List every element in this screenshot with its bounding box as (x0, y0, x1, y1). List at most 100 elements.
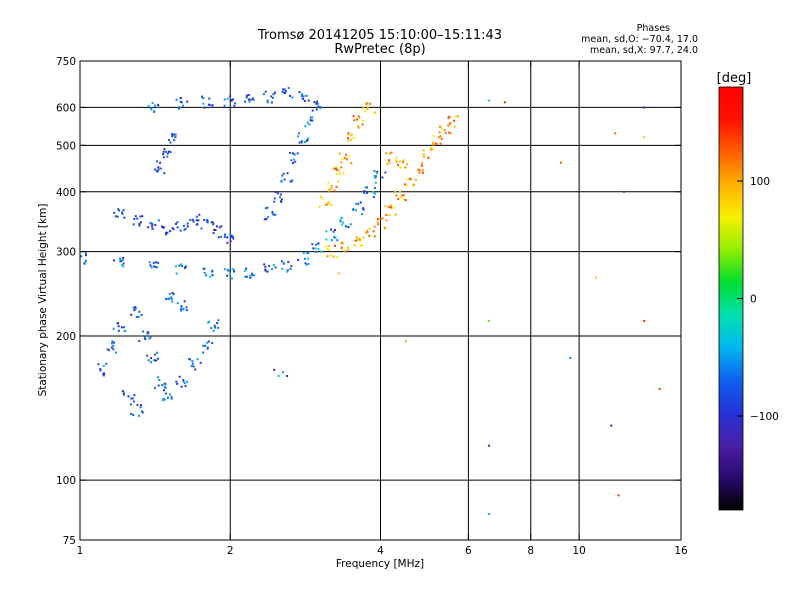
echo-point (388, 161, 391, 164)
echo-point (180, 309, 183, 312)
echo-point (326, 247, 329, 250)
echo-point (372, 196, 375, 199)
echo-point (311, 116, 314, 119)
echo-point (185, 309, 188, 312)
echo-point (398, 160, 401, 163)
echo-point (390, 151, 393, 154)
y-tick-label: 200 (56, 331, 76, 343)
echo-point (359, 244, 362, 247)
echo-point (178, 106, 181, 109)
echo-point (114, 215, 117, 218)
echo-point (163, 172, 166, 175)
echo-point (195, 219, 198, 222)
echo-point (289, 94, 291, 97)
echo-point (123, 326, 125, 329)
x-tick-label: 10 (572, 545, 585, 557)
echo-point (212, 329, 215, 332)
echo-point (389, 206, 392, 209)
echo-point (134, 215, 137, 218)
echo-point (385, 214, 388, 217)
echo-point (291, 179, 294, 182)
echo-point (297, 135, 300, 138)
echo-point (233, 269, 235, 272)
echo-point (162, 226, 165, 229)
echo-point (342, 221, 345, 224)
echo-point (227, 269, 230, 272)
echo-point (439, 142, 442, 145)
echo-point (402, 159, 405, 162)
echo-point (138, 414, 140, 417)
y-tick-label: 75 (63, 535, 76, 547)
echo-point (233, 104, 236, 107)
echo-point (202, 267, 205, 270)
echo-point (213, 228, 216, 231)
echo-point (306, 121, 309, 124)
echo-point (440, 127, 443, 130)
echo-point (176, 221, 179, 224)
echo-point (151, 227, 154, 230)
echo-point (123, 393, 125, 396)
echo-point (273, 368, 276, 371)
echo-point (327, 189, 330, 192)
echo-point (139, 406, 142, 409)
echo-point (251, 274, 254, 277)
echo-point (402, 161, 404, 164)
echo-point (364, 110, 367, 113)
echo-point (340, 216, 343, 219)
echo-point (296, 152, 299, 155)
echo-point (311, 119, 314, 122)
echo-point (184, 266, 187, 269)
echo-point (208, 320, 210, 323)
echo-point (117, 325, 120, 328)
echo-point (325, 245, 328, 248)
echo-point (374, 175, 377, 178)
echo-point (115, 351, 117, 354)
echo-point (418, 171, 421, 174)
echo-point (206, 219, 209, 222)
echo-point (223, 104, 226, 107)
echo-point (387, 205, 390, 208)
echo-point (172, 228, 175, 231)
echo-point (357, 115, 360, 118)
echo-point (421, 162, 424, 165)
echo-point (164, 392, 167, 395)
echo-point (153, 359, 156, 362)
echo-point (121, 211, 124, 214)
echo-point (427, 156, 430, 159)
echo-point (357, 237, 360, 240)
echo-point (317, 248, 320, 251)
echo-point (293, 153, 296, 156)
echo-point (119, 260, 122, 263)
echo-point (302, 95, 305, 98)
echo-point (229, 95, 232, 98)
echo-point (217, 326, 220, 329)
echo-point (123, 391, 126, 394)
echo-point (302, 252, 305, 255)
echo-point (156, 351, 158, 354)
y-tick-label: 400 (56, 187, 76, 199)
echo-point (290, 180, 293, 183)
echo-point (381, 217, 384, 220)
echo-point (211, 274, 214, 277)
echo-point (397, 198, 400, 201)
echo-point (399, 196, 402, 199)
echo-point (157, 376, 159, 379)
echo-point (223, 236, 226, 238)
echo-point (327, 202, 329, 205)
echo-point (138, 224, 141, 227)
echo-point (167, 150, 170, 153)
echo-point (409, 178, 412, 181)
echo-point (161, 225, 163, 228)
echo-point (373, 235, 376, 238)
echo-point (120, 326, 123, 329)
echo-point (206, 341, 208, 344)
echo-point (182, 308, 185, 311)
echo-point (352, 136, 355, 139)
echo-point (149, 222, 152, 225)
echo-point (454, 116, 457, 119)
echo-point (230, 99, 233, 101)
echo-point (311, 243, 314, 246)
echo-point (217, 319, 220, 322)
echo-point (102, 374, 105, 377)
